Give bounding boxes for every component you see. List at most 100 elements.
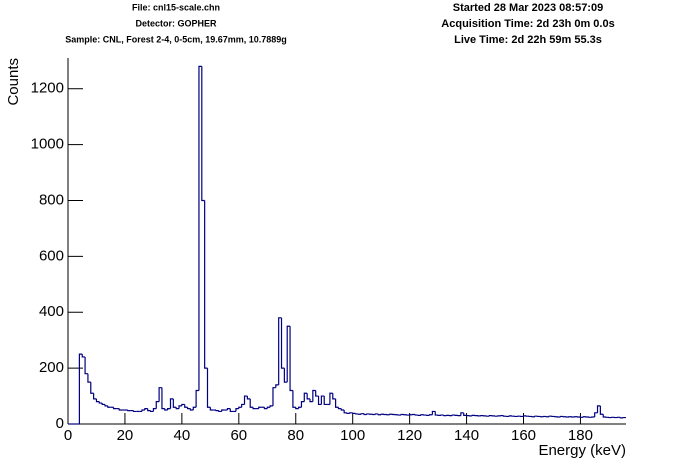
histogram-bin [374, 413, 379, 415]
histogram-bin [272, 387, 276, 406]
x-axis-label: Energy (keV) [538, 442, 626, 459]
x-tick-label: 80 [287, 427, 304, 444]
histogram-bin [189, 408, 194, 411]
histogram-bin [508, 415, 513, 417]
histogram-bin [175, 407, 180, 410]
y-tick-label: 0 [56, 415, 64, 432]
histogram-bin [226, 408, 231, 411]
histogram-bin [149, 410, 154, 413]
histogram-bin [619, 417, 624, 419]
histogram-bin [599, 405, 604, 415]
histogram-bin [266, 406, 271, 409]
histogram-bin [118, 408, 123, 411]
histogram-bin [209, 407, 214, 411]
histogram-bin [101, 403, 106, 406]
histogram-bin [164, 408, 168, 411]
x-tick-label: 0 [64, 427, 72, 444]
histogram-bin [300, 401, 305, 408]
histogram-bin [295, 407, 299, 410]
histogram-bin [298, 406, 302, 409]
histogram-bin [594, 412, 598, 418]
histogram-bin [312, 389, 316, 402]
y-tick-label: 800 [39, 191, 64, 208]
histogram-bin [363, 413, 367, 416]
histogram-bin [340, 408, 345, 411]
histogram-bin [198, 65, 202, 391]
histogram-bin [127, 409, 131, 412]
histogram-bin [84, 356, 88, 375]
histogram-bin [147, 408, 151, 412]
histogram-bin [93, 393, 97, 400]
histogram-bin [471, 414, 476, 416]
header-right: Started 28 Mar 2023 08:57:09 [453, 2, 603, 14]
histogram-bin [309, 398, 313, 403]
histogram-bin [317, 396, 322, 406]
histogram-bin [286, 325, 291, 383]
x-tick-label: 140 [454, 427, 479, 444]
histogram-bin [343, 410, 347, 414]
histogram-bin [107, 405, 111, 408]
histogram-bin [169, 398, 174, 409]
histogram-bin [366, 413, 370, 415]
histogram-bin [201, 66, 205, 202]
histogram-bin [81, 354, 86, 358]
histogram-bin [380, 413, 385, 415]
histogram-bin [280, 317, 285, 369]
histogram-bin [195, 389, 199, 408]
histogram-bin [463, 412, 467, 416]
histogram-bin [229, 408, 234, 413]
histogram-bin [303, 392, 308, 402]
histogram-bin [389, 413, 393, 415]
histogram-bin [320, 395, 325, 405]
histogram-bin [306, 393, 310, 400]
x-tick-label: 160 [511, 427, 536, 444]
histogram-bin [78, 353, 83, 424]
histogram-bin [278, 317, 282, 385]
histogram-bin [428, 414, 433, 416]
histogram-bin [258, 406, 262, 409]
histogram-bin [241, 403, 245, 408]
histogram-bin [414, 414, 419, 416]
histogram-bin [263, 407, 268, 410]
y-axis-label: Counts [5, 58, 22, 106]
histogram-bin [90, 382, 94, 394]
histogram-bin [460, 412, 464, 416]
histogram-bin [249, 398, 254, 408]
histogram-bin [346, 412, 350, 414]
histogram-bin [155, 401, 160, 409]
histogram-bin [352, 412, 356, 414]
header-left: File: cnl15-scale.chn [132, 2, 220, 12]
histogram-bin [192, 406, 197, 411]
histogram-bin [178, 405, 182, 409]
histogram-bin [144, 408, 148, 411]
histogram-bin [95, 398, 100, 403]
histogram-bin [400, 413, 404, 416]
histogram-bin [315, 390, 319, 397]
histogram-bin [235, 408, 239, 412]
histogram-bin [548, 415, 552, 417]
histogram-bin [132, 410, 137, 413]
x-tick-label: 40 [174, 427, 191, 444]
histogram-bin [104, 404, 108, 407]
histogram-bin [221, 409, 225, 412]
x-tick-label: 20 [117, 427, 134, 444]
histogram-bin [181, 403, 185, 406]
x-tick-label: 60 [230, 427, 247, 444]
histogram-bin [329, 392, 333, 405]
histogram-bin [112, 407, 117, 410]
histogram-bin [596, 405, 601, 413]
y-tick-label: 400 [39, 303, 64, 320]
histogram-bin [141, 409, 145, 412]
histogram-bin [269, 405, 273, 408]
y-tick-label: 600 [39, 247, 64, 264]
histogram-bin [243, 395, 248, 405]
histogram-bin [323, 396, 328, 406]
histogram-bin [167, 408, 171, 411]
histogram-bin [275, 384, 279, 388]
histogram-bin [161, 387, 165, 410]
histogram-bin [186, 407, 191, 410]
histogram-bin [172, 398, 177, 408]
histogram-bin [98, 401, 103, 404]
